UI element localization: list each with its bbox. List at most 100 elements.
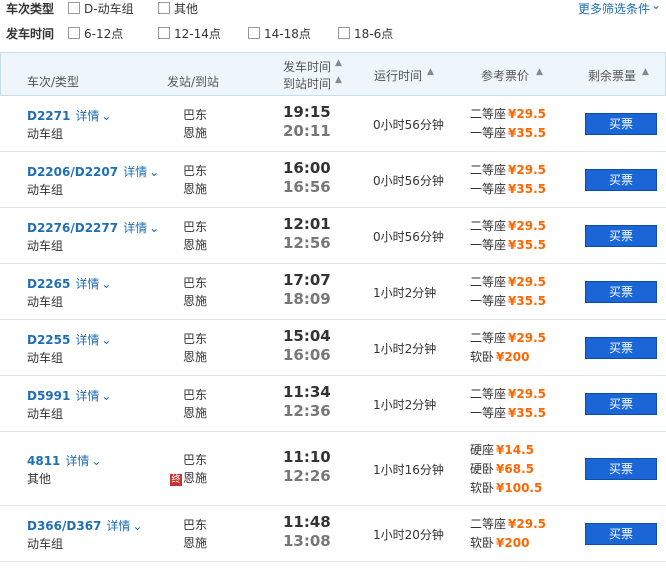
seat-price: ¥100.5 <box>496 480 543 495</box>
depart-time: 11:10 <box>283 448 331 466</box>
buy-button[interactable]: 买票 <box>585 113 657 135</box>
depart-time: 11:48 <box>283 513 331 531</box>
detail-link[interactable]: 详情 <box>75 389 100 403</box>
price-line: 二等座 ¥29.5 <box>470 161 546 178</box>
to-station: 恩施 <box>183 536 208 550</box>
detail-link[interactable]: 详情 <box>75 333 100 347</box>
seat-class: 软卧 <box>470 536 495 550</box>
seat-class: 一等座 <box>470 406 507 420</box>
depart-time: 19:15 <box>283 103 331 121</box>
buy-button[interactable]: 买票 <box>585 458 657 480</box>
depart-time: 12:01 <box>283 215 331 233</box>
filter-checkbox[interactable] <box>158 27 170 39</box>
buy-button[interactable]: 买票 <box>585 281 657 303</box>
depart-time: 15:04 <box>283 327 331 345</box>
train-cell: D2206/D2207 详情 ⌄ <box>27 163 159 180</box>
arrive-time: 13:08 <box>283 532 331 550</box>
detail-link[interactable]: 详情 <box>106 519 131 533</box>
train-cell: D2271 详情 ⌄ <box>27 107 111 124</box>
detail-arrow: ⌄ <box>132 519 143 533</box>
detail-link[interactable]: 详情 <box>123 221 148 235</box>
price-line: 二等座 ¥29.5 <box>470 385 546 402</box>
from-station: 巴东 <box>183 518 208 532</box>
filter-checkbox[interactable] <box>68 2 80 14</box>
train-number[interactable]: D2265 <box>27 277 71 291</box>
from-station: 巴东 <box>183 164 208 178</box>
detail-arrow: ⌄ <box>101 277 112 291</box>
buy-button[interactable]: 买票 <box>585 225 657 247</box>
depart-time: 16:00 <box>283 159 331 177</box>
header-cell[interactable]: 发车时间 <box>283 60 332 74</box>
price-line: 一等座 ¥35.5 <box>470 404 546 421</box>
detail-link[interactable]: 详情 <box>75 109 100 123</box>
duration: 1小时2分钟 <box>373 286 437 300</box>
price-line: 二等座 ¥29.5 <box>470 105 546 122</box>
price-line: 硬座 ¥14.5 <box>470 441 534 458</box>
arrive-time: 12:26 <box>283 467 331 485</box>
duration: 0小时56分钟 <box>373 118 444 132</box>
detail-link[interactable]: 详情 <box>123 165 148 179</box>
table-row: D366/D367 详情 ⌄ 动车组 巴东 恩施 11:48 13:08 1小时20分钟 二等座 ¥… <box>0 506 666 562</box>
from-station: 巴东 <box>183 453 208 467</box>
price-line: 硬卧 ¥68.5 <box>470 460 534 477</box>
table-row: D2265 详情 ⌄ 动车组 巴东 恩施 17:07 18:09 1小时2分钟 二等座 ¥29.5 一… <box>0 264 666 320</box>
filter-option[interactable]: 14-18点 <box>264 27 311 41</box>
duration: 1小时16分钟 <box>373 463 444 477</box>
filter-option[interactable]: 18-6点 <box>354 27 394 41</box>
header-cell[interactable]: 剩余票量 <box>588 69 637 83</box>
duration: 0小时56分钟 <box>373 230 444 244</box>
train-type: 动车组 <box>27 239 64 253</box>
from-station: 巴东 <box>183 388 208 402</box>
seat-class: 一等座 <box>470 182 507 196</box>
arrive-time: 20:11 <box>283 122 331 140</box>
to-station-cell: 恩施 <box>183 404 207 421</box>
table-header: 车次/类型 发站/到站 发车时间 到站时间 运行时间 参考票价 剩余票量 ▲ ▲ ▲ ▲ ▲ <box>0 52 666 96</box>
filter-option[interactable]: 其他 <box>174 2 199 16</box>
filter-checkbox[interactable] <box>248 27 260 39</box>
header-cell[interactable]: 参考票价 <box>481 69 530 83</box>
filter-option[interactable]: D-动车组 <box>84 2 134 16</box>
detail-link[interactable]: 详情 <box>65 454 90 468</box>
seat-price: ¥35.5 <box>508 126 546 140</box>
seat-class: 硬卧 <box>470 461 495 476</box>
more-arrow: ⌄ <box>651 0 662 12</box>
buy-button[interactable]: 买票 <box>585 337 657 359</box>
buy-button[interactable]: 买票 <box>585 523 657 545</box>
seat-price: ¥29.5 <box>508 331 546 345</box>
seat-price: ¥29.5 <box>508 107 546 121</box>
filter-checkbox[interactable] <box>68 27 80 39</box>
train-number[interactable]: D366/D367 <box>27 519 102 533</box>
filter-label: 车次类型 <box>6 2 55 16</box>
train-number[interactable]: 4811 <box>27 454 61 468</box>
seat-price: ¥29.5 <box>508 387 546 401</box>
price-line: 软卧 ¥200 <box>470 534 529 551</box>
filter-checkbox[interactable] <box>338 27 350 39</box>
detail-link[interactable]: 详情 <box>75 277 100 291</box>
table-row: 4811 详情 ⌄ 其他 巴东终恩施 11:10 12:26 1小时16分钟 硬座 ¥14.5 硬卧… <box>0 432 666 506</box>
header-cell[interactable]: 运行时间 <box>374 69 423 83</box>
from-station: 巴东 <box>183 108 208 122</box>
filter-checkbox[interactable] <box>158 2 170 14</box>
table-row: D2255 详情 ⌄ 动车组 巴东 恩施 15:04 16:06 1小时2分钟 二等座 ¥29.5 软… <box>0 320 666 376</box>
seat-class: 二等座 <box>470 331 507 345</box>
train-number[interactable]: D2206/D2207 <box>27 165 119 179</box>
arrive-time: 12:36 <box>283 402 331 420</box>
sort-icon: ▲ <box>335 75 342 85</box>
to-station-cell: 恩施 <box>183 236 207 253</box>
seat-price: ¥35.5 <box>508 182 546 196</box>
train-number[interactable]: D2271 <box>27 109 71 123</box>
train-number[interactable]: D5991 <box>27 389 71 403</box>
header-cell[interactable]: 到站时间 <box>283 77 332 91</box>
more-filters[interactable]: 更多筛选条件 <box>578 2 651 16</box>
filter-option[interactable]: 12-14点 <box>174 27 221 41</box>
buy-button[interactable]: 买票 <box>585 169 657 191</box>
train-number[interactable]: D2255 <box>27 333 71 347</box>
filter-option[interactable]: 6-12点 <box>84 27 124 41</box>
train-number[interactable]: D2276/D2277 <box>27 221 119 235</box>
seat-price: ¥14.5 <box>496 442 534 457</box>
seat-price: ¥29.5 <box>508 163 546 177</box>
buy-button[interactable]: 买票 <box>585 393 657 415</box>
seat-class: 二等座 <box>470 163 507 177</box>
header-cell: 发站/到站 <box>167 75 220 89</box>
train-cell: 4811 详情 ⌄ <box>27 452 101 469</box>
